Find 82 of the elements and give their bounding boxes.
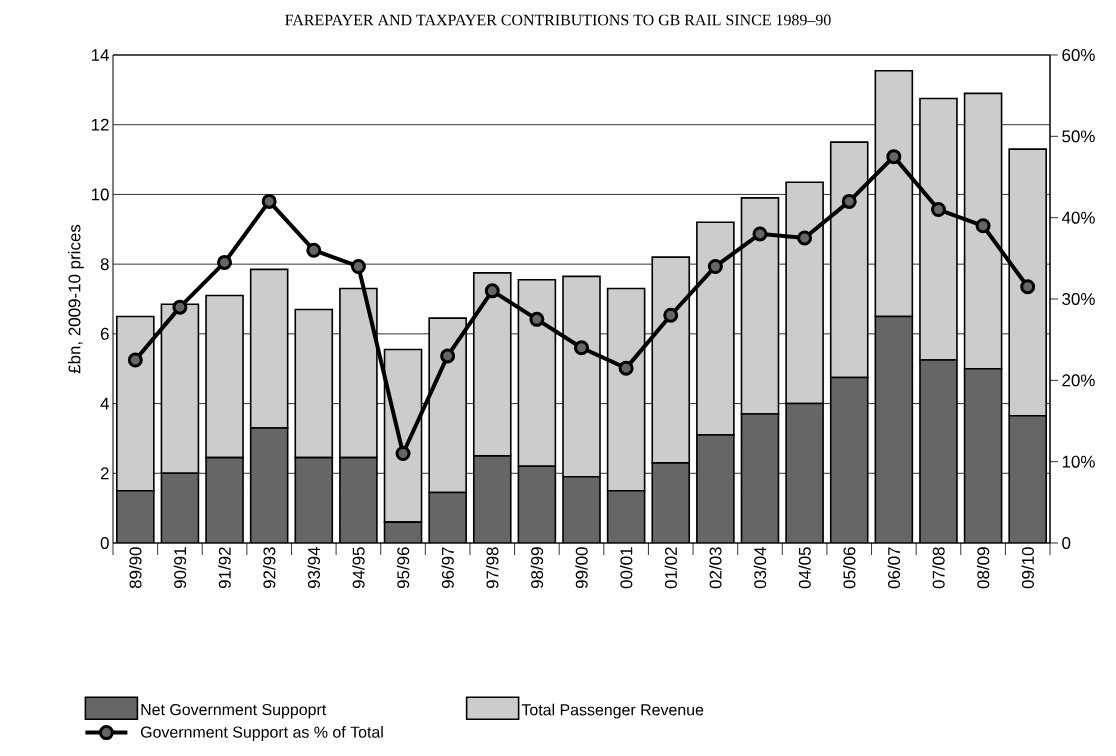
point bbox=[306, 242, 322, 258]
point bbox=[395, 446, 411, 462]
point bbox=[707, 258, 723, 274]
legend-label: Total Passenger Revenue bbox=[521, 703, 704, 719]
chart-title: FAREPAYER AND TAXPAYER CONTRIBUTIONS TO GB RAIL SINCE 1989–90 bbox=[285, 14, 831, 26]
bar bbox=[250, 427, 288, 543]
x-tick-label: 95/96 bbox=[396, 547, 410, 589]
point bbox=[217, 254, 233, 270]
x-tick-label: 98/99 bbox=[530, 547, 544, 589]
bar bbox=[295, 457, 333, 543]
y-tick-label: 0 bbox=[100, 537, 109, 549]
bar bbox=[607, 490, 645, 543]
bar bbox=[696, 434, 734, 543]
y2-tick-label: 10% bbox=[1062, 455, 1095, 468]
legend-label: Government Support as % of Total bbox=[140, 726, 383, 741]
point bbox=[440, 348, 456, 364]
point bbox=[127, 352, 143, 368]
bar bbox=[786, 403, 824, 543]
x-tick-label: 02/03 bbox=[709, 547, 722, 589]
x-tick-label: 03/04 bbox=[753, 547, 767, 589]
x-tick-label: 99/00 bbox=[575, 547, 588, 589]
bar bbox=[875, 316, 913, 543]
point bbox=[975, 218, 991, 234]
bar bbox=[563, 476, 600, 543]
point bbox=[350, 258, 366, 274]
x-tick-label: 93/94 bbox=[307, 547, 321, 589]
y-axis-title: £bn, 2009-10 prices bbox=[68, 224, 84, 374]
y2-tick-label: 20% bbox=[1062, 374, 1095, 387]
point bbox=[574, 340, 590, 356]
bar bbox=[206, 457, 244, 543]
bar bbox=[1008, 414, 1047, 543]
x-tick-label: 92/93 bbox=[262, 547, 276, 589]
point bbox=[886, 149, 902, 165]
x-tick-label: 96/97 bbox=[441, 547, 454, 589]
x-tick-label: 05/06 bbox=[843, 547, 856, 589]
x-tick-label: 94/95 bbox=[352, 547, 365, 589]
bar bbox=[473, 455, 511, 543]
y2-tick-label: 60% bbox=[1062, 49, 1095, 61]
point bbox=[930, 202, 946, 218]
y-tick-label: 2 bbox=[100, 467, 109, 480]
x-tick-label: 89/90 bbox=[129, 547, 142, 589]
point bbox=[841, 193, 857, 209]
x-tick-label: 06/07 bbox=[887, 547, 901, 589]
x-tick-label: 90/91 bbox=[173, 547, 187, 589]
y-tick-label: 12 bbox=[91, 118, 109, 131]
bar bbox=[518, 466, 556, 543]
point bbox=[1020, 279, 1036, 295]
point bbox=[529, 311, 545, 327]
y2-tick-label: 30% bbox=[1062, 293, 1095, 305]
y-tick-label: 8 bbox=[100, 258, 109, 271]
bar bbox=[161, 473, 199, 543]
point bbox=[663, 307, 679, 323]
y-tick-label: 14 bbox=[91, 49, 109, 61]
y2-tick-label: 50% bbox=[1062, 130, 1095, 143]
point bbox=[618, 360, 634, 376]
bar bbox=[830, 377, 868, 543]
x-tick-label: 91/92 bbox=[218, 547, 231, 589]
point bbox=[261, 193, 277, 209]
point bbox=[484, 283, 500, 299]
y2-tick-label: 40% bbox=[1061, 211, 1095, 224]
x-tick-label: 97/98 bbox=[486, 547, 499, 589]
x-tick-label: 08/09 bbox=[976, 547, 990, 589]
x-tick-label: 07/08 bbox=[932, 547, 945, 589]
bar bbox=[652, 462, 690, 543]
point bbox=[172, 299, 188, 315]
bar bbox=[741, 414, 779, 543]
x-tick-label: 09/10 bbox=[1021, 547, 1034, 589]
y-tick-label: 6 bbox=[100, 327, 109, 340]
x-tick-label: 04/05 bbox=[798, 547, 811, 589]
bar bbox=[429, 492, 467, 543]
bar bbox=[116, 490, 154, 543]
point bbox=[752, 226, 768, 242]
x-tick-label: 00/01 bbox=[619, 547, 633, 589]
y-tick-label: 4 bbox=[100, 397, 109, 410]
point bbox=[797, 230, 813, 246]
bar bbox=[339, 457, 377, 543]
y2-tick-label: 0 bbox=[1062, 537, 1071, 549]
bar bbox=[919, 360, 957, 543]
x-tick-label: 01/02 bbox=[664, 547, 677, 589]
bar bbox=[964, 368, 1002, 543]
y-tick-label: 10 bbox=[91, 188, 109, 201]
legend-label: Net Government Suppoprt bbox=[141, 703, 327, 719]
